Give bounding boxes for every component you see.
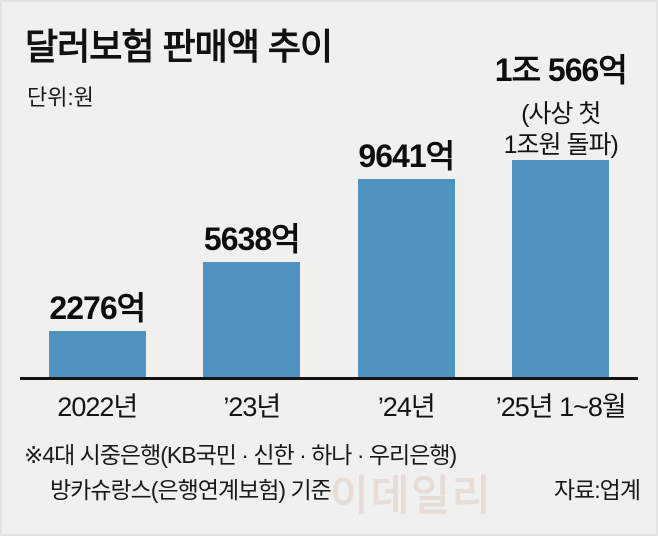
page-title: 달러보험 판매액 추이 [25,26,333,67]
bar-column-2025: 1조 566억 (사상 첫 1조원 돌파) [484,54,639,378]
value-label-2022: 2276억 [49,290,146,326]
x-tick-2023: ’23년 [223,392,281,422]
annotation-record: (사상 첫 1조원 돌파) [503,99,619,160]
annotation-line-2: 1조원 돌파) [503,130,619,159]
value-label-2023: 5638억 [203,221,301,257]
x-axis-line [20,377,638,380]
x-tick-2022: 2022년 [57,392,138,422]
bar-column-2023: 5638억 [175,223,330,378]
annotation-line-1: (사상 첫 [521,100,601,128]
x-tick-2025: ’25년 1~8월 [495,392,627,422]
bar-2024 [357,179,455,378]
x-axis-labels: 2022년 ’23년 ’24년 ’25년 1~8월 [20,385,638,424]
bar-column-2022: 2276억 [20,292,175,378]
unit-label: 단위:원 [27,85,94,110]
bar-2025 [512,160,610,378]
footnote-line-2: 방카슈랑스(은행연계보험) 기준 [50,476,332,503]
bar-2023 [203,262,301,378]
footnote-line-1: ※4대 시중은행(KB국민 · 신한 · 하나 · 우리은행) [24,442,457,468]
bar-2022 [48,331,146,378]
bar-chart: 2276억 5638억 9641억 1조 566억 (사상 첫 1조원 돌파) [20,0,638,378]
x-tick-2024: ’24년 [377,392,436,422]
source-credit: 자료:업계 [553,476,641,503]
value-label-2025: 1조 566억 [494,52,628,88]
footnote-line-2-row: 방카슈랑스(은행연계보험) 기준 자료:업계 [24,473,641,508]
footnote: ※4대 시중은행(KB국민 · 신한 · 하나 · 우리은행) 방카슈랑스(은행… [24,438,641,508]
value-label-2024: 9641억 [358,138,455,174]
bar-column-2024: 9641억 [329,140,484,378]
